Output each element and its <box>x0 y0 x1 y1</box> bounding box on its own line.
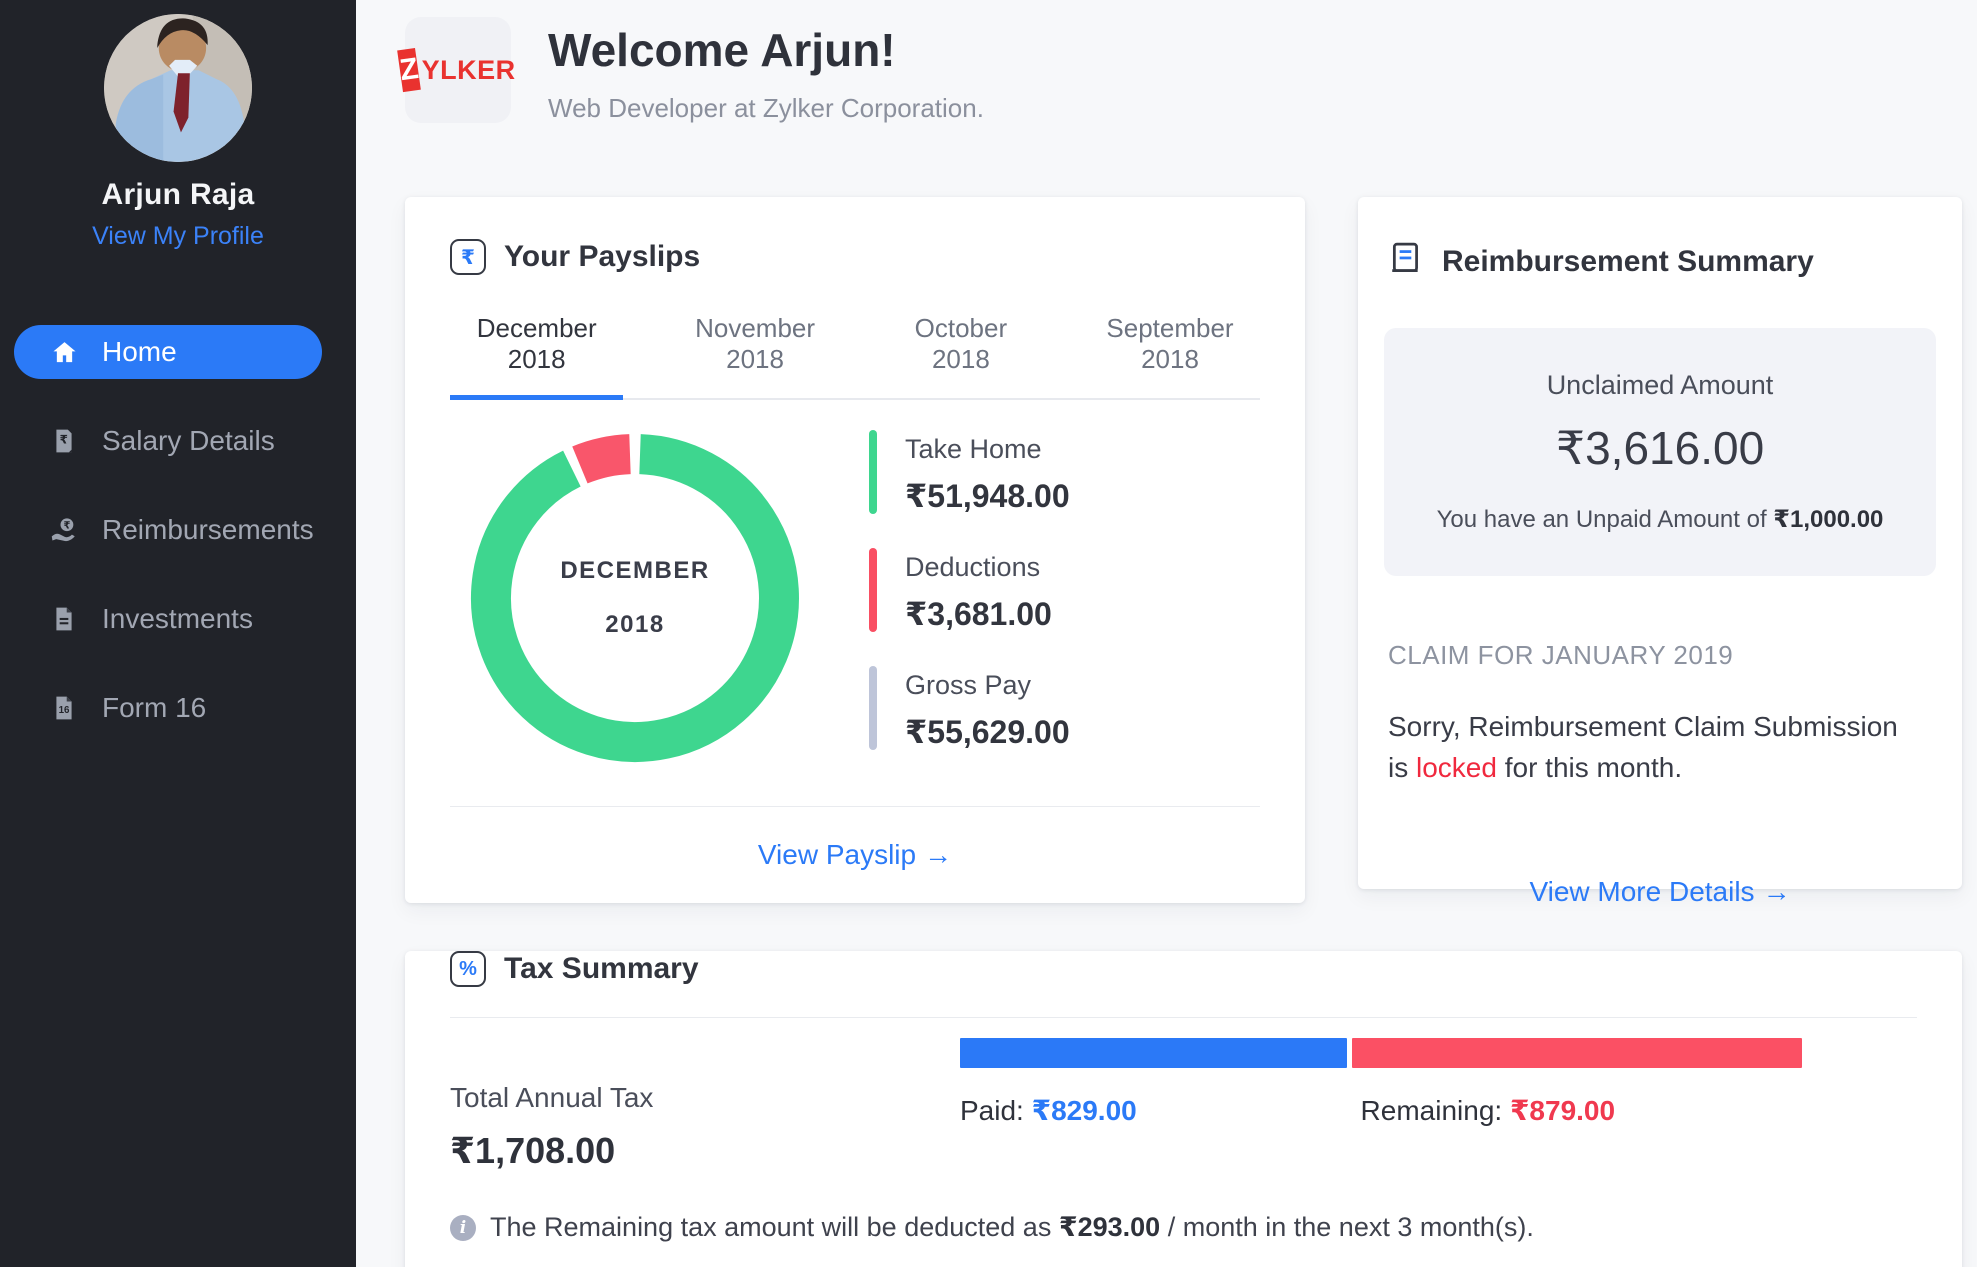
tax-paid-segment <box>960 1038 1347 1068</box>
tax-remaining-value: ₹879.00 <box>1509 1095 1616 1126</box>
sidebar-item-label: Salary Details <box>102 425 275 456</box>
home-icon <box>50 338 78 366</box>
unpaid-amount-note: You have an Unpaid Amount of ₹1,000.00 <box>1436 506 1884 533</box>
payslips-card: ₹ Your Payslips December 2018 November 2… <box>405 197 1305 903</box>
page-title: Welcome Arjun! <box>548 24 896 76</box>
tax-remaining-label: Remaining: ₹879.00 <box>1360 1095 1616 1126</box>
total-annual-tax-label: Total Annual Tax <box>450 1082 654 1113</box>
user-name: Arjun Raja <box>101 178 255 211</box>
claim-locked-message: Sorry, Reimbursement Claim Submission is… <box>1388 711 1898 783</box>
tax-summary-card: % Tax Summary Total Annual Tax ₹1,708.00… <box>405 951 1962 1267</box>
view-profile-link[interactable]: View My Profile <box>92 222 264 250</box>
sidebar-item-label: Home <box>102 336 177 367</box>
tab-october-2018[interactable]: October 2018 <box>887 313 1035 400</box>
sidebar-item-label: Reimbursements <box>102 514 314 545</box>
unpaid-amount-value: ₹1,000.00 <box>1773 506 1884 533</box>
payslip-month-tabs: December 2018 November 2018 October 2018… <box>450 313 1260 400</box>
svg-text:16: 16 <box>59 705 70 716</box>
tax-card-title: Tax Summary <box>504 952 699 985</box>
payslip-donut-chart: DECEMBER 2018 <box>465 428 805 768</box>
sidebar-item-form-16[interactable]: 16 Form 16 <box>14 681 322 735</box>
tax-paid-value: ₹829.00 <box>1031 1095 1137 1126</box>
claim-period-heading: CLAIM FOR JANUARY 2019 <box>1388 640 1734 670</box>
sidebar-item-home[interactable]: Home <box>14 325 322 379</box>
zylker-logo: Z YLKER <box>397 17 515 123</box>
deductions-color-bar <box>869 548 877 632</box>
donut-rings <box>471 434 799 762</box>
unclaimed-amount-label: Unclaimed Amount <box>1546 370 1774 400</box>
tax-info-note: i The Remaining tax amount will be deduc… <box>450 1212 1917 1243</box>
zylker-logo-z: Z <box>397 47 422 93</box>
hand-rupee-icon: ₹ <box>50 516 78 544</box>
monthly-deduction-value: ₹293.00 <box>1058 1212 1161 1242</box>
tax-paid-label: Paid: ₹829.00 <box>960 1095 1137 1126</box>
sidebar-item-label: Form 16 <box>102 692 207 723</box>
reimbursement-doc-icon <box>1388 241 1424 282</box>
main-content: Z YLKER Welcome Arjun! Web Developer at … <box>356 0 1977 1267</box>
rupee-document-icon: ₹ <box>50 427 78 455</box>
payslip-legend: Take Home ₹51,948.00 Deductions ₹3,681.0… <box>869 430 1070 768</box>
take-home-color-bar <box>869 430 877 514</box>
avatar <box>104 14 252 162</box>
total-annual-tax-value: ₹1,708.00 <box>450 1130 616 1171</box>
tax-progress-bar <box>960 1038 1803 1068</box>
sidebar-item-investments[interactable]: Investments <box>14 592 322 646</box>
svg-text:₹: ₹ <box>60 433 68 447</box>
unclaimed-amount-box: Unclaimed Amount ₹3,616.00 You have an U… <box>1384 328 1936 576</box>
sidebar-item-label: Investments <box>102 603 253 634</box>
percent-icon: % <box>450 951 486 987</box>
avatar-photo <box>104 14 252 162</box>
view-more-details-link[interactable]: View More Details → <box>1529 876 1791 908</box>
reimbursement-card: Reimbursement Summary Unclaimed Amount ₹… <box>1358 197 1962 907</box>
payslips-card-title: Your Payslips <box>504 240 701 273</box>
rupee-icon: ₹ <box>450 239 486 275</box>
tax-remaining-segment <box>1351 1038 1803 1068</box>
sidebar-item-reimbursements[interactable]: ₹ Reimbursements <box>14 503 322 557</box>
legend-gross-pay: Gross Pay ₹55,629.00 <box>869 666 1070 751</box>
tab-december-2018[interactable]: December 2018 <box>450 313 624 400</box>
welcome-header: Z YLKER Welcome Arjun! Web Developer at … <box>397 17 1962 124</box>
svg-text:₹: ₹ <box>63 520 70 531</box>
legend-deductions: Deductions ₹3,681.00 <box>869 548 1070 633</box>
form-16-icon: 16 <box>50 694 78 722</box>
gross-pay-color-bar <box>869 666 877 750</box>
view-payslip-link[interactable]: View Payslip → <box>757 839 953 870</box>
arrow-right-icon: → <box>1762 876 1791 908</box>
sidebar-item-salary-details[interactable]: ₹ Salary Details <box>14 414 322 468</box>
sidebar: Arjun Raja View My Profile Home ₹ Salary… <box>0 0 356 1267</box>
page-subtitle: Web Developer at Zylker Corporation. <box>548 93 984 123</box>
reimbursement-card-title: Reimbursement Summary <box>1442 244 1814 278</box>
sidebar-nav: Home ₹ Salary Details ₹ Reimbursements I… <box>0 325 356 770</box>
divider <box>450 1017 1917 1018</box>
tab-november-2018[interactable]: November 2018 <box>668 313 841 400</box>
legend-take-home: Take Home ₹51,948.00 <box>869 430 1070 515</box>
unclaimed-amount-value: ₹3,616.00 <box>1555 422 1765 474</box>
arrow-right-icon: → <box>924 839 953 870</box>
locked-status-text: locked <box>1416 751 1497 783</box>
tab-september-2018[interactable]: September 2018 <box>1080 313 1260 400</box>
document-icon <box>50 605 78 633</box>
info-icon: i <box>450 1214 476 1241</box>
zylker-logo-text: YLKER <box>421 54 516 85</box>
divider <box>450 806 1260 807</box>
